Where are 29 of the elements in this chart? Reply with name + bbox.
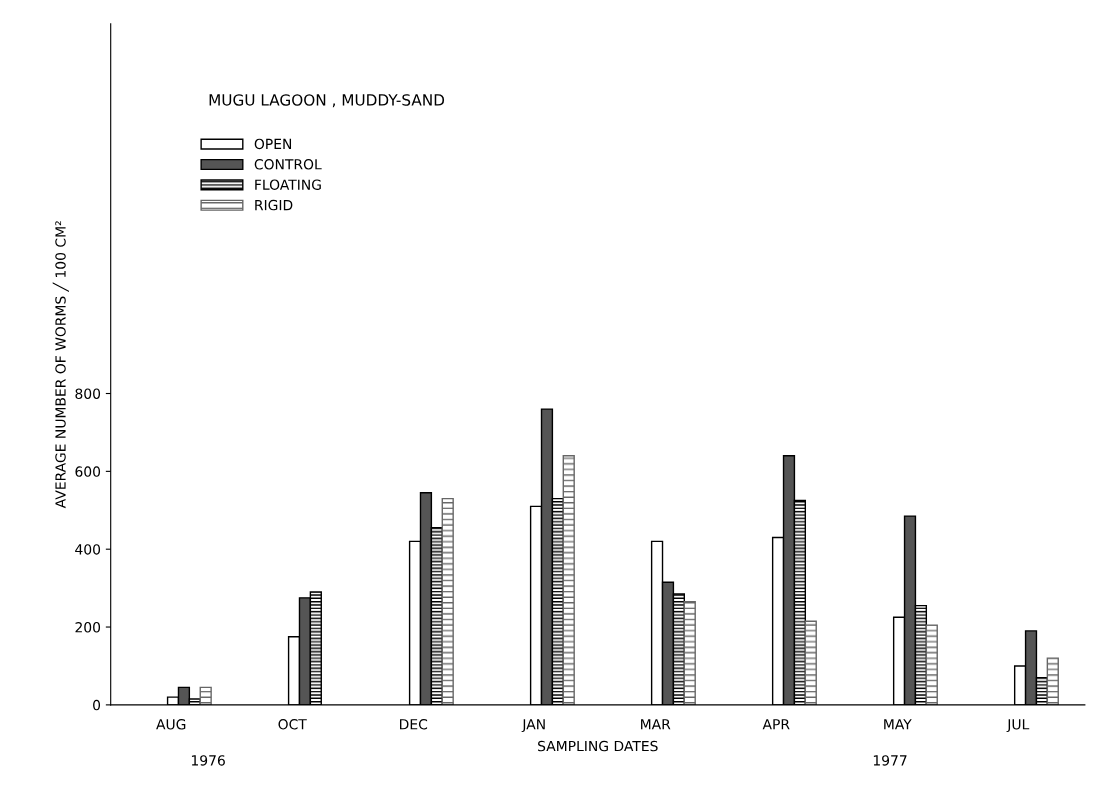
legend-label: FLOATING bbox=[255, 179, 321, 190]
bar bbox=[925, 624, 938, 705]
legend-label: CONTROL bbox=[254, 159, 322, 170]
y-axis-title: AVERAGE NUMBER OF WORMS ╱ 100 CM² bbox=[52, 221, 69, 509]
x-tick-label: MAY bbox=[884, 719, 912, 730]
bar bbox=[1046, 657, 1059, 705]
x-axis-title: SAMPLING DATES bbox=[538, 740, 658, 752]
y-tick-label: 600 bbox=[75, 466, 101, 477]
y-tick-label: 0 bbox=[93, 699, 101, 711]
x-tick-label: MAR bbox=[641, 719, 671, 730]
bar bbox=[441, 497, 454, 705]
legend-label: OPEN bbox=[254, 138, 292, 150]
x-tick-label: OCT bbox=[278, 719, 307, 730]
x-tick-label: JAN bbox=[521, 719, 545, 733]
legend-label: RIGID bbox=[255, 199, 293, 211]
bar bbox=[562, 455, 575, 705]
text: MUGU LAGOON , MUDDY-SAND bbox=[209, 94, 445, 108]
text: 1976 bbox=[191, 755, 225, 766]
text: 1977 bbox=[873, 755, 907, 766]
y-tick-label: 200 bbox=[75, 622, 101, 633]
bar bbox=[804, 620, 817, 705]
bar bbox=[199, 686, 212, 705]
y-tick-label: 400 bbox=[75, 544, 101, 555]
x-tick-label: AUG bbox=[156, 719, 186, 730]
x-tick-label: APR bbox=[762, 719, 790, 730]
x-tick-label: DEC bbox=[400, 719, 428, 730]
x-tick-label: JUL bbox=[1006, 719, 1030, 733]
y-tick-label: 800 bbox=[75, 388, 101, 399]
bar bbox=[683, 601, 696, 705]
